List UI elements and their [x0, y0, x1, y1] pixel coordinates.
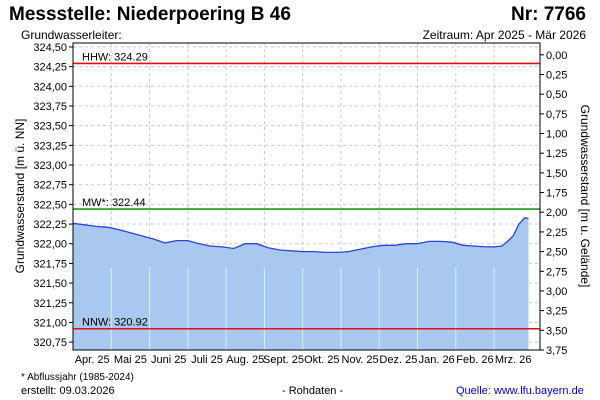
station-title: Messstelle: Niederpoering B 46	[9, 4, 291, 25]
y2-axis-label: Grundwasserstand [m u. Gelände]	[578, 105, 592, 288]
y2-tick-label: 1,25	[546, 148, 567, 160]
series-area-layer	[72, 217, 529, 350]
source-link[interactable]: www.lfu.bayern.de	[493, 385, 584, 397]
x-tick-label: Dez. 25	[379, 354, 417, 366]
x-tick-label: Apr. 25	[75, 354, 110, 366]
footnote: * Abflussjahr (1985-2024)	[21, 372, 134, 383]
y2-tick-label: 0,00	[546, 50, 567, 62]
y-axis-label: Grundwasserstand [m ü. NN]	[13, 119, 27, 274]
period-label: Zeitraum: Apr 2025 - Mär 2026	[422, 28, 586, 42]
x-tick-label: Aug. 25	[226, 354, 264, 366]
y-tick-label: 323,00	[33, 160, 67, 172]
y2-tick-label: 0,25	[546, 69, 567, 81]
y2-tick-label: 0,75	[546, 109, 567, 121]
y2-tick-label: 2,00	[546, 207, 567, 219]
reference-line-label: MW*: 322.44	[82, 197, 146, 209]
created-date: erstellt: 09.03.2026	[21, 385, 115, 397]
y-tick-label: 323,25	[33, 140, 67, 152]
x-tick-label: Jan. 26	[419, 354, 455, 366]
x-tick-label: Nov. 25	[342, 354, 379, 366]
series-line	[72, 217, 529, 254]
y-tick-label: 321,00	[33, 317, 67, 329]
plot-frame	[72, 42, 541, 351]
reference-lines: HHW: 324.29 MW*: 322.44 NNW: 320.92	[73, 51, 540, 330]
y-tick-label: 320,75	[33, 337, 67, 349]
y-tick-label: 322,00	[33, 239, 67, 251]
y-tick-label: 322,50	[33, 199, 67, 211]
y2-tick-label: 3,75	[546, 345, 567, 357]
y-tick-label: 324,50	[33, 42, 67, 54]
x-tick-label: Mai 25	[114, 354, 147, 366]
y2-tick-label: 1,50	[546, 168, 567, 180]
y2-tick-label: 3,50	[546, 325, 567, 337]
x-tick-label: Juni 25	[151, 354, 186, 366]
reference-line-label: HHW: 324.29	[82, 51, 148, 63]
x-tick-label: Sept. 25	[263, 354, 304, 366]
series-area	[73, 217, 529, 350]
y-tick-label: 321,25	[33, 298, 67, 310]
x-tick-label: Okt. 25	[304, 354, 339, 366]
reference-line-label: NNW: 320.92	[82, 317, 148, 329]
source: Quelle: www.lfu.bayern.de	[456, 385, 584, 397]
y2-tick-label: 0,50	[546, 89, 567, 101]
y2-tick-label: 2,25	[546, 227, 567, 239]
y-tick-label: 323,75	[33, 101, 67, 113]
x-tick-label: Juli 25	[191, 354, 223, 366]
x-tick-label: Feb. 26	[456, 354, 493, 366]
station-number: Nr: 7766	[511, 4, 586, 25]
y-tick-label: 324,00	[33, 81, 67, 93]
y2-tick-label: 3,00	[546, 286, 567, 298]
y-tick-label: 321,75	[33, 258, 67, 270]
y2-tick-label: 3,25	[546, 306, 567, 318]
y2-tick-label: 1,00	[546, 129, 567, 141]
raw-data-label: - Rohdaten -	[282, 385, 344, 397]
y-tick-label: 323,50	[33, 121, 67, 133]
y2-tick-label: 2,75	[546, 266, 567, 278]
chart-axes: 324,50 324,25 324,00 323,75 323,50 323,25 323,…	[33, 42, 567, 366]
source-label: Quelle:	[456, 385, 491, 397]
y-tick-label: 322,25	[33, 219, 67, 231]
y-tick-label: 324,25	[33, 62, 67, 74]
x-tick-label: Mrz. 26	[495, 354, 532, 366]
aquifer-label: Grundwasserleiter:	[21, 28, 122, 42]
y-tick-label: 321,50	[33, 278, 67, 290]
y2-tick-label: 1,75	[546, 188, 567, 200]
y2-tick-label: 2,50	[546, 247, 567, 259]
y-tick-label: 322,75	[33, 180, 67, 192]
